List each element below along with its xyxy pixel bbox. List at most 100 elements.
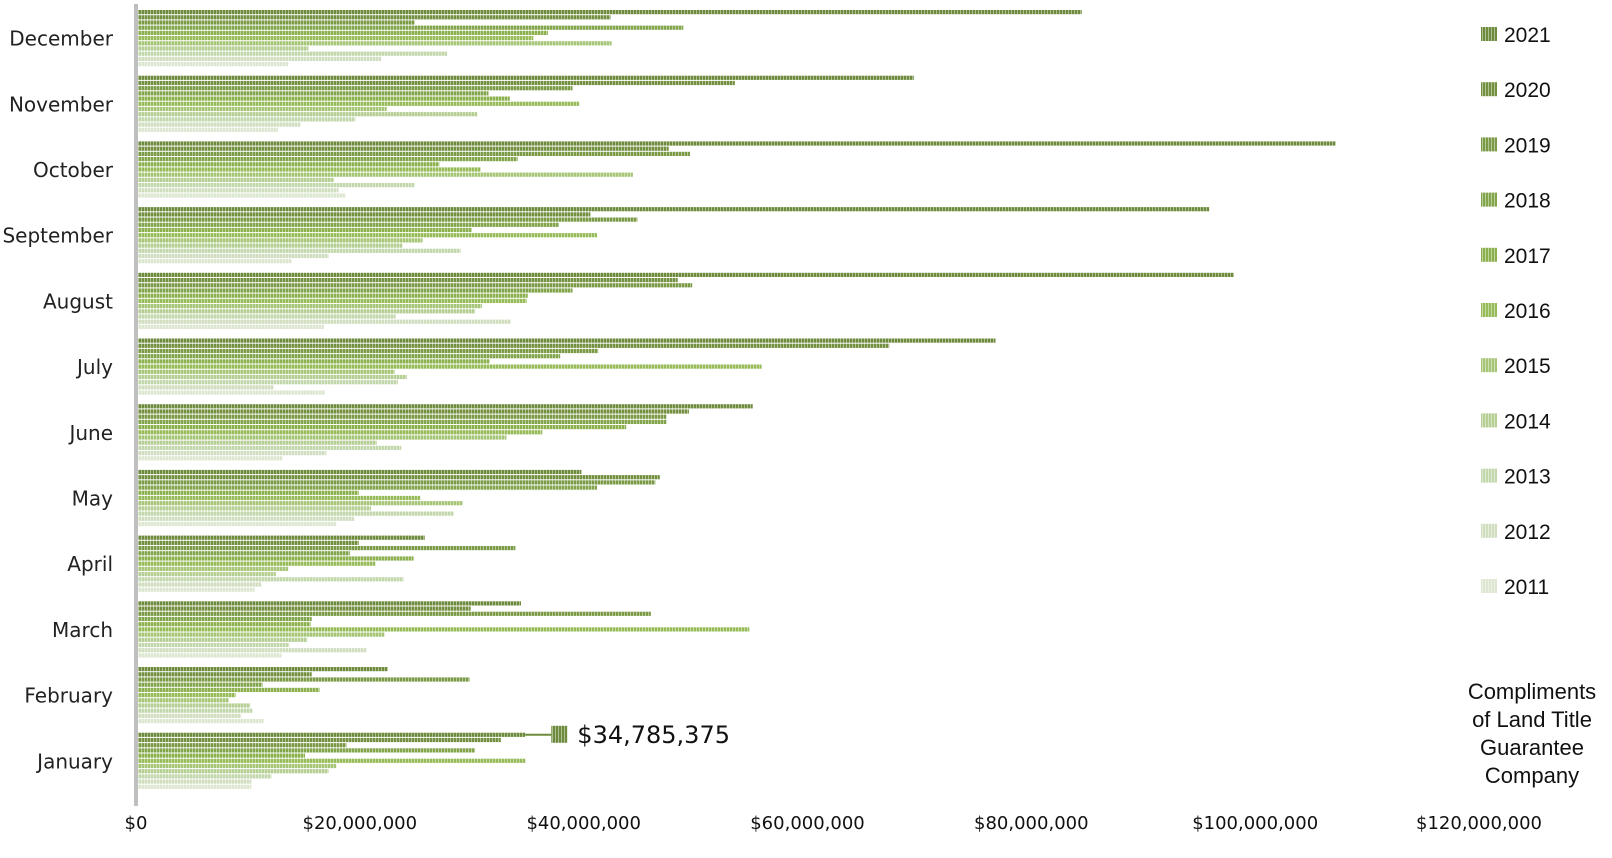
bar (136, 172, 633, 177)
bar (136, 380, 398, 385)
legend-label: 2015 (1504, 355, 1551, 378)
bar (136, 556, 414, 561)
bar (136, 653, 282, 658)
legend-swatch (1481, 413, 1497, 428)
category-label: August (43, 289, 113, 313)
bar (136, 445, 402, 450)
legend-swatch (1481, 468, 1497, 483)
bar (136, 693, 236, 698)
bar (136, 188, 339, 193)
bar (136, 56, 382, 61)
legend-swatch (1481, 579, 1497, 593)
bar (136, 319, 511, 324)
bar (136, 540, 359, 545)
category-label: April (67, 552, 113, 576)
bar (136, 324, 324, 329)
bar (136, 25, 684, 30)
bar (136, 80, 735, 86)
bar (136, 101, 580, 106)
bar (136, 122, 301, 127)
bars (136, 10, 1336, 789)
bar (136, 404, 753, 409)
bar (136, 456, 283, 461)
bar (136, 36, 534, 41)
bar (136, 719, 264, 724)
x-tick-label: $100,000,000 (1192, 813, 1318, 834)
bar (136, 469, 582, 475)
bar (136, 642, 290, 648)
bar (136, 582, 262, 587)
callout-swatch (551, 725, 568, 743)
bar (136, 374, 407, 380)
bar (136, 732, 526, 737)
bar (136, 146, 669, 151)
bar (136, 763, 337, 769)
bar (136, 419, 667, 424)
bar (136, 293, 528, 298)
bar (136, 364, 762, 369)
bar (136, 616, 312, 622)
bar (136, 359, 490, 364)
bar (136, 177, 335, 182)
bar (136, 632, 385, 637)
bar (136, 774, 272, 779)
footer-note-line: of Land Title (1472, 707, 1592, 732)
bar (136, 141, 1336, 146)
legend-label: 2019 (1504, 134, 1551, 157)
legend-label: 2016 (1504, 300, 1551, 323)
bar (136, 233, 598, 238)
bar (136, 212, 591, 217)
bar (136, 243, 403, 248)
bar (136, 151, 690, 156)
bar (136, 162, 440, 167)
bar (136, 238, 423, 243)
bar (136, 682, 263, 687)
category-label: May (72, 487, 114, 511)
footer-note: Compliments of Land Title Guarantee Comp… (1452, 678, 1612, 790)
bar (136, 566, 289, 571)
bar (136, 758, 526, 763)
category-label: February (24, 684, 113, 708)
legend-label: 2018 (1504, 190, 1551, 213)
bar (136, 611, 651, 616)
bar (136, 677, 470, 682)
bar (136, 485, 598, 490)
category-label: January (35, 749, 113, 773)
x-tick-label: $120,000,000 (1416, 813, 1542, 834)
legend-label: 2012 (1504, 521, 1551, 544)
bar (136, 217, 638, 222)
bar (136, 698, 229, 703)
legend-label: 2021 (1504, 24, 1551, 47)
bar (136, 672, 312, 677)
bar (136, 703, 251, 708)
x-tick-label: $80,000,000 (974, 813, 1089, 834)
bar (136, 62, 289, 67)
bar (136, 587, 255, 592)
bar (136, 354, 561, 359)
bar (136, 546, 516, 551)
bar (136, 298, 527, 303)
bar (136, 314, 396, 319)
bar (136, 501, 463, 506)
bar (136, 390, 326, 395)
category-label: December (9, 27, 113, 51)
bar (136, 167, 481, 172)
bar (136, 10, 1082, 15)
bar (136, 348, 599, 354)
legend-swatch (1481, 82, 1497, 97)
legend-swatch (1481, 523, 1497, 538)
bar (136, 253, 329, 259)
bar (136, 713, 242, 718)
bar (136, 430, 543, 435)
bar (136, 577, 404, 582)
category-label: March (52, 618, 113, 642)
bar (136, 511, 454, 516)
bar (136, 193, 346, 198)
bar (136, 440, 377, 445)
bar (136, 779, 252, 784)
bar (136, 183, 415, 188)
bar (136, 288, 573, 293)
data-callout: $34,785,375 (525, 721, 730, 749)
bar (136, 15, 611, 20)
